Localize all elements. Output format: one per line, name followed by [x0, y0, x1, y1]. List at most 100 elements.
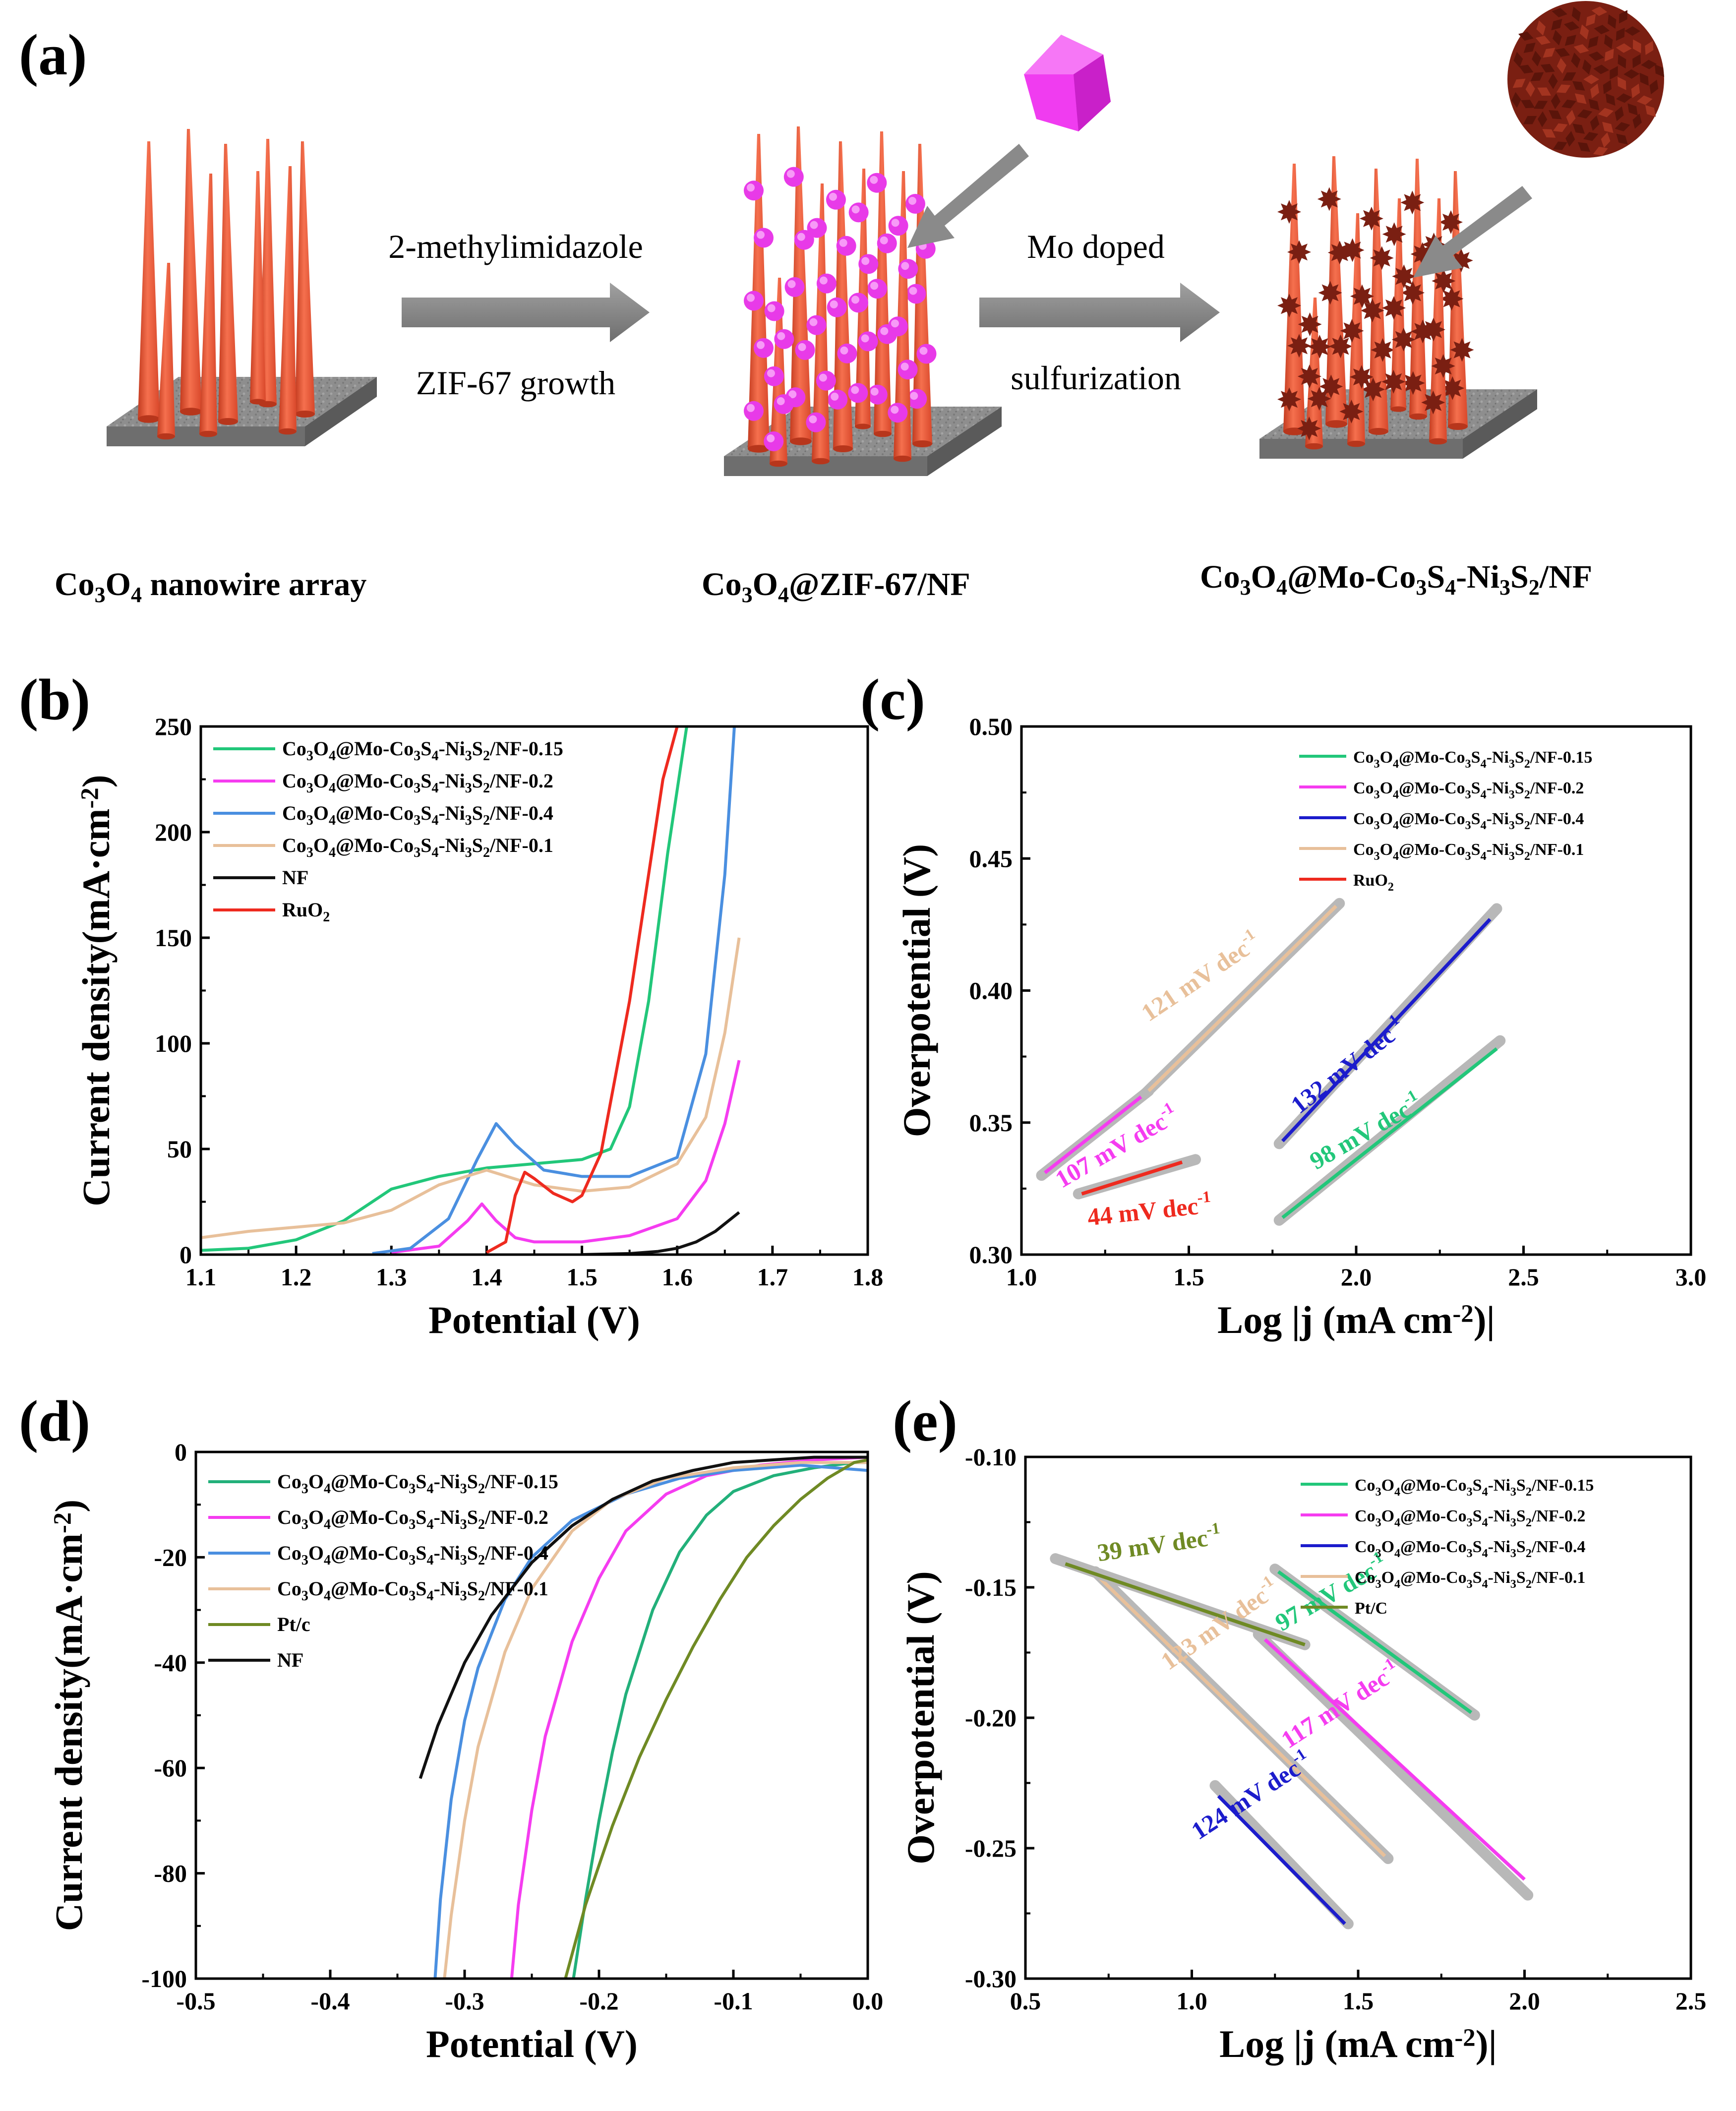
series-line	[419, 1455, 868, 1779]
nanowire	[138, 141, 160, 423]
sulfide-particle	[1340, 238, 1365, 262]
sulfide-particle	[1432, 269, 1456, 293]
slope-annotation: 97 mV dec-1	[1269, 1548, 1392, 1636]
zif67-crystal-inset	[1024, 35, 1111, 131]
sulfide-particle	[1339, 399, 1364, 423]
zif67-particle	[905, 194, 925, 214]
series-line	[485, 726, 679, 1254]
legend: Co3O4@Mo-Co3S4-Ni3S2/NF-0.15 Co3O4@Mo-Co3…	[213, 737, 563, 925]
sulfide-particle	[1401, 371, 1425, 395]
nanowire	[764, 278, 794, 467]
slope-annotation: 123 mV dec-1	[1154, 1572, 1284, 1675]
legend-entry: Co3O4@Mo-Co3S4-Ni3S2/NF-0.1	[277, 1577, 548, 1604]
legend-entry: Co3O4@Mo-Co3S4-Ni3S2/NF-0.2	[1355, 1507, 1585, 1529]
sulfide-particle	[1439, 210, 1463, 234]
sulfide-particle	[1400, 190, 1425, 215]
sulfide-particle	[1371, 338, 1395, 362]
zif67-particle	[888, 316, 908, 337]
sulfide-particle	[1421, 390, 1445, 415]
legend-entry: Co3O4@Mo-Co3S4-Ni3S2/NF-0.15	[282, 737, 563, 764]
nanowire	[1277, 164, 1311, 435]
chart-b-oer-lsv: (b) 1.1 1.2 1.3 1.4 1.5 1.6 1.7 1.8 0 50 100 150 200 2…	[19, 667, 883, 1341]
zif67-particle	[774, 329, 794, 349]
y-tick-label: 0.30	[969, 1241, 1013, 1268]
x-tick-label: 1.7	[757, 1263, 788, 1291]
legend-entry: Co3O4@Mo-Co3S4-Ni3S2/NF-0.2	[277, 1506, 548, 1532]
legend-entry: Co3O4@Mo-Co3S4-Ni3S2/NF-0.1	[1355, 1568, 1585, 1591]
sulfide-particle	[1359, 206, 1383, 231]
sulfide-particle	[1297, 417, 1321, 440]
label-co3o4-array: Co3O4 nanowire array	[55, 566, 366, 607]
sulfide-particle	[1308, 335, 1332, 359]
chart-c-oer-tafel: (c) 1.0 1.5 2.0 2.5 3.0 0.30 0.35 0.40 0.45 0.50 Lo…	[860, 667, 1706, 1341]
series-line	[1263, 1638, 1526, 1881]
x-tick-label: 0.0	[852, 1987, 884, 2015]
nanowire	[1381, 198, 1416, 412]
sulfide-particle	[1340, 319, 1364, 343]
nanowire	[1339, 213, 1374, 447]
series-line	[443, 1461, 868, 1979]
sulfide-particle	[1349, 365, 1374, 389]
zif67-particle	[888, 216, 908, 236]
sulfide-particle-inset	[1507, 1, 1665, 158]
y-axis-title: Current density(mA·cm-2)	[74, 775, 118, 1206]
y-tick-label: -20	[154, 1543, 187, 1571]
nanowire	[250, 171, 266, 405]
panel-letter-a: (a)	[19, 22, 87, 87]
panel-letter-d: (d)	[19, 1388, 90, 1453]
series-line	[201, 726, 688, 1252]
legend: Co3O4@Mo-Co3S4-Ni3S2/NF-0.15 Co3O4@Mo-Co3…	[1301, 1476, 1594, 1618]
plot-frame	[194, 1450, 869, 1980]
legend-entry: Co3O4@Mo-Co3S4-Ni3S2/NF-0.15	[1355, 1476, 1594, 1499]
co3o4-zif67-nanowires	[744, 126, 937, 467]
x-tick-label: 1.8	[852, 1263, 884, 1291]
series-line	[391, 1060, 741, 1254]
sulfide-particle	[1350, 284, 1374, 308]
y-tick-label: -100	[141, 1965, 187, 1992]
data-points-trace	[1253, 1628, 1534, 1901]
zif67-particle	[877, 233, 897, 253]
arrow2-bottom-label: sulfurization	[1011, 359, 1181, 397]
zif67-particle	[906, 284, 926, 304]
y-axis-title: Overpotential (V)	[895, 844, 938, 1137]
legend: Co3O4@Mo-Co3S4-Ni3S2/NF-0.15 Co3O4@Mo-Co3…	[208, 1470, 558, 1671]
inset-arrow-1	[907, 144, 1029, 248]
zif67-particle	[754, 338, 774, 358]
zif67-particle	[858, 254, 879, 274]
series-line	[1281, 918, 1492, 1143]
x-tick-label: 1.2	[281, 1263, 312, 1291]
y-tick-label: 50	[167, 1135, 192, 1163]
x-tick-label: 1.1	[185, 1263, 217, 1291]
plot-area	[419, 1455, 868, 1979]
nanowire	[1297, 298, 1332, 450]
legend-entry: NF	[282, 866, 308, 889]
y-axis-title: Overpotential (V)	[899, 1571, 942, 1864]
nanowire	[180, 129, 202, 416]
nanowire	[826, 141, 857, 452]
nanowire	[199, 174, 217, 437]
sulfide-particle	[1277, 200, 1301, 224]
y-tick-label: -0.25	[965, 1834, 1017, 1862]
panel-letter-c: (c)	[860, 667, 925, 732]
y-tick-label: 0.35	[969, 1109, 1013, 1137]
sulfide-particle	[1431, 354, 1455, 378]
zif67-particle	[867, 279, 888, 299]
x-tick-label: 1.3	[376, 1263, 407, 1291]
sulfide-particle	[1439, 287, 1464, 311]
sulfide-particle	[1277, 387, 1301, 412]
x-tick-label: 3.0	[1676, 1263, 1707, 1291]
zif67-particle	[867, 384, 888, 405]
nanowire	[867, 131, 898, 437]
sulfide-particle	[1277, 294, 1301, 318]
zif67-particle	[816, 273, 837, 294]
label-co3o4-zif67: Co3O4@ZIF-67/NF	[702, 566, 970, 607]
y-tick-label: 0	[180, 1241, 192, 1268]
slope-annotation: 44 mV dec-1	[1086, 1188, 1213, 1231]
zif67-particle	[867, 173, 887, 193]
process-arrow-1	[402, 283, 650, 342]
x-tick-label: 1.5	[1343, 1987, 1374, 2015]
x-axis-title: Log |j (mA cm-2)|	[1217, 1298, 1495, 1341]
zif67-particle	[744, 181, 764, 201]
x-tick-label: 1.0	[1176, 1987, 1207, 2015]
